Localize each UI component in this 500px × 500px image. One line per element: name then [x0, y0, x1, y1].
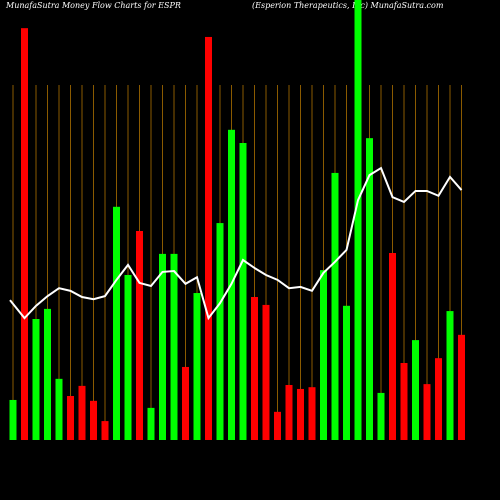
bar — [44, 308, 51, 440]
bar — [262, 304, 270, 440]
bar — [251, 297, 258, 440]
bar — [170, 253, 178, 440]
bar — [377, 392, 385, 440]
bar — [320, 270, 327, 440]
bar — [412, 340, 419, 440]
bar — [285, 385, 293, 440]
bar — [308, 387, 316, 440]
chart-title: MunafaSutra Money Flow Charts for ESPR — [5, 1, 181, 10]
bar — [274, 411, 281, 440]
bar — [147, 407, 155, 440]
bar — [423, 384, 431, 440]
bar — [21, 28, 28, 440]
bar — [32, 319, 40, 440]
bar — [67, 396, 74, 440]
bar — [343, 305, 350, 440]
bar — [400, 363, 408, 440]
bar — [193, 293, 201, 440]
bar — [331, 172, 339, 441]
flow-line — [9, 166, 463, 321]
bar — [78, 385, 86, 440]
bar — [159, 253, 166, 440]
bar — [90, 400, 97, 440]
bar — [55, 378, 63, 440]
bar — [389, 253, 396, 440]
bar — [101, 421, 109, 440]
bar — [446, 311, 454, 440]
bar — [366, 138, 373, 440]
bar — [458, 334, 465, 440]
bar — [113, 206, 120, 440]
bar — [9, 399, 17, 440]
bar — [354, 0, 362, 440]
bar — [216, 223, 224, 440]
bar — [297, 388, 304, 440]
chart-subtitle: (Esperion Therapeutics, Inc) MunafaSutra… — [252, 1, 444, 10]
bar — [136, 231, 143, 440]
bar — [435, 358, 442, 440]
bar — [239, 143, 247, 440]
bar — [205, 36, 212, 441]
bar — [124, 275, 132, 440]
bar — [182, 366, 189, 440]
